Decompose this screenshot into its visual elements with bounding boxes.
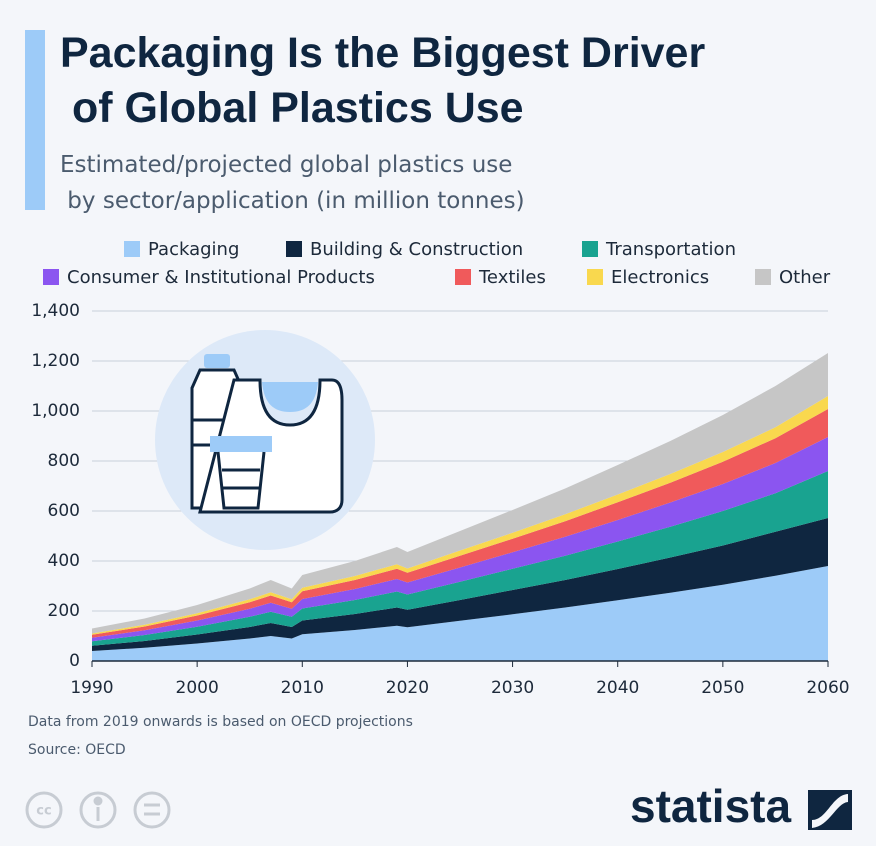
y-tick-label: 200 [48,601,80,621]
legend-swatch [455,269,471,285]
legend-swatch [286,241,302,257]
x-tick-label: 2050 [701,678,744,698]
license-icons: cc [25,791,171,829]
y-tick-label: 1,400 [31,301,80,321]
illustration [155,330,375,550]
y-tick-label: 1,200 [31,351,80,371]
x-tick-label: 2010 [281,678,324,698]
y-tick-label: 600 [48,501,80,521]
area [92,566,828,661]
svg-text:cc: cc [36,804,51,819]
x-tick-label: 2060 [806,678,849,698]
legend-swatch [587,269,603,285]
legend-swatch [582,241,598,257]
chart-subtitle: Estimated/projected global plastics use … [60,152,525,214]
x-tick-label: 2030 [491,678,534,698]
legend-label: Consumer & Institutional Products [67,267,375,288]
y-tick-label: 800 [48,451,80,471]
areas [92,353,828,661]
footnote: Data from 2019 onwards is based on OECD … [28,714,413,730]
area [92,518,828,651]
legend-label: Electronics [611,267,709,288]
source: Source: OECD [28,742,126,758]
legend-label: Other [779,267,831,288]
x-tick-label: 1990 [70,678,113,698]
x-tick-label: 2040 [596,678,639,698]
chart-title: Packaging Is the Biggest Driver of Globa… [60,29,705,132]
legend-swatch [755,269,771,285]
legend-swatch [124,241,140,257]
brand-mark [808,790,852,830]
title-bar [25,30,45,210]
legend-label: Transportation [605,239,736,260]
y-tick-label: 400 [48,551,80,571]
legend-label: Textiles [478,267,546,288]
brand-logo: statista [630,780,791,832]
x-tick-label: 2000 [176,678,219,698]
legend-label: Packaging [148,239,239,260]
x-tick-label: 2020 [386,678,429,698]
legend-label: Building & Construction [310,239,523,260]
legend-swatch [43,269,59,285]
y-tick-label: 1,000 [31,401,80,421]
y-tick-label: 0 [69,651,80,671]
